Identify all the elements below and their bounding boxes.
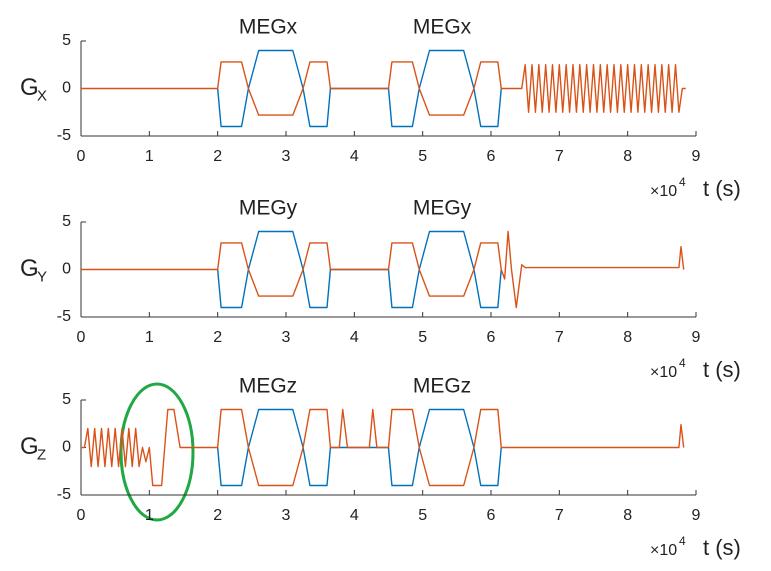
- x-tick-label: 3: [282, 507, 291, 524]
- x-tick-label: 7: [555, 507, 564, 524]
- annotation: MEGx: [239, 16, 298, 39]
- annotation: MEGx: [413, 16, 472, 39]
- x-tick-label: 5: [418, 507, 427, 524]
- y-axis-label: G: [20, 74, 39, 101]
- x-tick-label: 8: [623, 148, 632, 165]
- y-tick-label: -5: [57, 127, 71, 144]
- annotation: MEGy: [413, 197, 472, 220]
- highlight-ellipse: [119, 382, 195, 522]
- y-tick-label: 0: [62, 80, 71, 97]
- y-tick-label: 0: [62, 439, 71, 456]
- y-tick-label: 5: [62, 213, 71, 230]
- x-tick-label: 1: [145, 148, 154, 165]
- x-tick-label: 3: [282, 329, 291, 346]
- x-tick-label: 9: [692, 507, 701, 524]
- x-tick-label: 5: [418, 148, 427, 165]
- y-tick-label: 5: [62, 391, 71, 408]
- x-exponent: 4: [679, 175, 686, 189]
- x-tick-label: 8: [623, 329, 632, 346]
- x-tick-label: 2: [213, 148, 222, 165]
- y-axis-label: G: [20, 433, 39, 460]
- x-tick-label: 0: [77, 329, 86, 346]
- x-exponent: 4: [679, 356, 686, 370]
- x-tick-label: 5: [418, 329, 427, 346]
- x-multiplier: ×10: [650, 542, 677, 559]
- x-tick-label: 9: [692, 329, 701, 346]
- y-tick-label: -5: [57, 308, 71, 325]
- x-tick-label: 8: [623, 507, 632, 524]
- x-axis-label: t (s): [703, 176, 741, 201]
- x-axis-label: t (s): [703, 357, 741, 382]
- y-tick-label: 0: [62, 261, 71, 278]
- x-tick-label: 4: [350, 329, 359, 346]
- waveform: [81, 230, 685, 309]
- x-tick-label: 1: [145, 507, 154, 524]
- x-tick-label: 6: [487, 507, 496, 524]
- x-axis-label: t (s): [703, 535, 741, 560]
- x-tick-label: 2: [213, 329, 222, 346]
- y-axis-label-subscript: Z: [37, 446, 46, 463]
- x-tick-label: 7: [555, 329, 564, 346]
- y-axis-label: G: [20, 255, 39, 282]
- y-axis-label-subscript: Y: [37, 268, 47, 285]
- y-axis-label-subscript: X: [37, 87, 47, 104]
- x-tick-label: 0: [77, 507, 86, 524]
- annotation: MEGz: [239, 375, 297, 398]
- x-multiplier: ×10: [650, 364, 677, 381]
- waveform: [81, 61, 686, 116]
- x-tick-label: 4: [350, 507, 359, 524]
- x-tick-label: 4: [350, 148, 359, 165]
- waveform: [81, 408, 685, 487]
- y-tick-label: 5: [62, 32, 71, 49]
- x-tick-label: 3: [282, 148, 291, 165]
- annotation: MEGy: [239, 197, 298, 220]
- x-exponent: 4: [679, 534, 686, 548]
- x-multiplier: ×10: [650, 183, 677, 200]
- x-tick-label: 7: [555, 148, 564, 165]
- x-tick-label: 6: [487, 148, 496, 165]
- x-tick-label: 1: [145, 329, 154, 346]
- x-tick-label: 0: [77, 148, 86, 165]
- x-tick-label: 6: [487, 329, 496, 346]
- annotation: MEGz: [413, 375, 471, 398]
- x-tick-label: 9: [692, 148, 701, 165]
- y-tick-label: -5: [57, 486, 71, 503]
- x-tick-label: 2: [213, 507, 222, 524]
